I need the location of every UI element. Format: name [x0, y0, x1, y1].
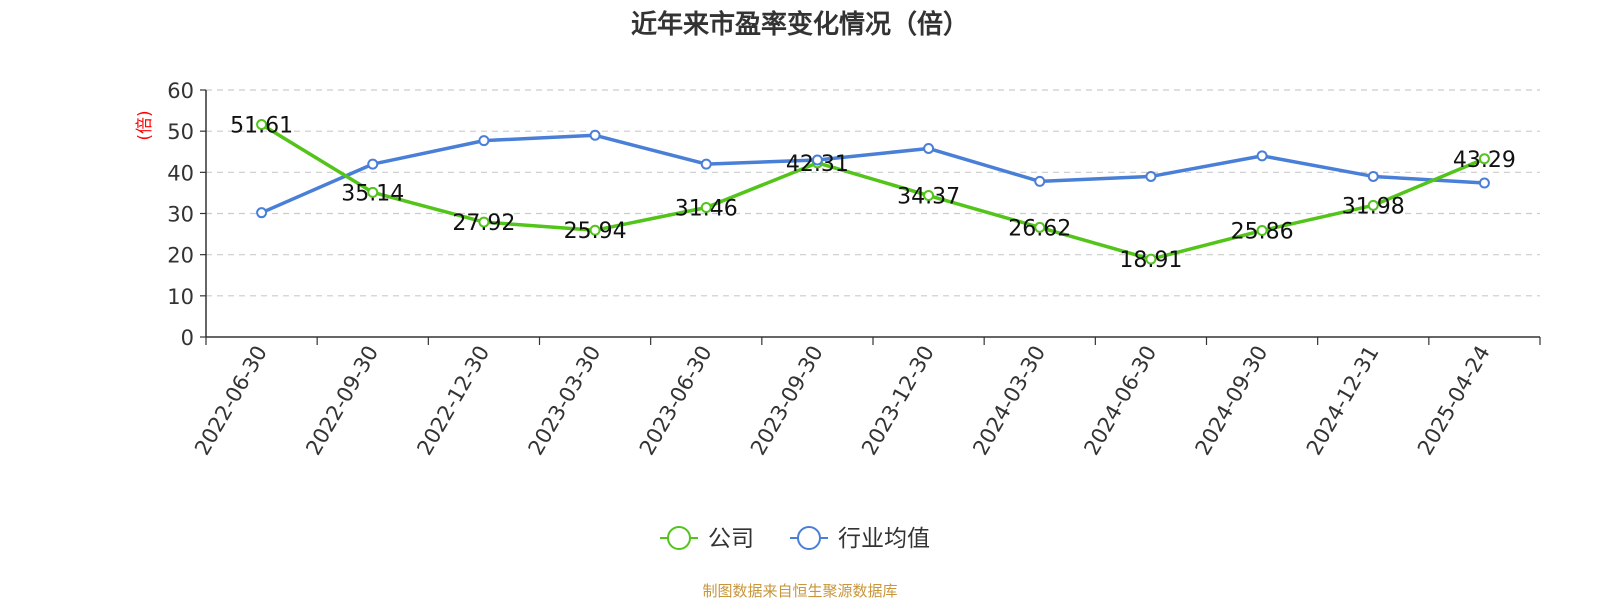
y-axis-title: (倍) — [135, 110, 155, 140]
data-point — [923, 190, 935, 202]
legend-marker — [667, 526, 691, 550]
y-tick-label: 10 — [167, 285, 194, 309]
data-label: 43.29 — [1453, 148, 1516, 173]
x-tick-label: 2024-09-30 — [1191, 342, 1273, 460]
data-label: 42.31 — [786, 152, 849, 177]
x-tick-label: 2023-12-30 — [857, 341, 939, 459]
data-point — [1145, 253, 1157, 265]
data-point — [1034, 175, 1046, 187]
data-point — [923, 142, 935, 154]
data-point — [1256, 150, 1268, 162]
data-label: 25.86 — [1231, 220, 1294, 245]
x-tick-label: 2023-03-30 — [524, 342, 606, 460]
series-lines — [256, 119, 1490, 265]
data-point — [811, 154, 823, 166]
data-label: 51.61 — [230, 114, 293, 139]
series-line — [260, 123, 1486, 261]
x-tick-label: 2022-09-30 — [301, 342, 383, 460]
data-point — [256, 119, 268, 131]
x-tick-label: 2023-09-30 — [746, 342, 828, 460]
legend-item[interactable]: 公司 — [660, 526, 754, 552]
data-point — [256, 207, 268, 219]
x-tick-label: 2024-12-31 — [1302, 342, 1384, 460]
source-note: 制图数据来自恒生聚源数据库 — [702, 582, 898, 600]
data-label: 25.94 — [564, 219, 627, 244]
data-point — [367, 158, 379, 170]
x-tick-label: 2025-04-24 — [1413, 342, 1495, 460]
y-tick-label: 0 — [181, 326, 194, 350]
y-tick-label: 20 — [167, 244, 194, 268]
data-point — [478, 135, 490, 147]
data-label: 31.46 — [675, 196, 738, 221]
data-label: 31.98 — [1342, 194, 1405, 219]
data-point — [478, 216, 490, 228]
legend-item[interactable]: 行业均值 — [790, 526, 930, 552]
data-point — [589, 129, 601, 141]
grid-lines — [206, 89, 1540, 297]
x-tick-label: 2023-06-30 — [635, 342, 717, 460]
data-point — [1367, 170, 1379, 182]
data-point — [589, 224, 601, 236]
x-tick-label: 2022-06-30 — [190, 342, 272, 460]
data-point — [1478, 153, 1490, 165]
x-tick-label: 2024-03-30 — [968, 342, 1050, 460]
data-label: 34.37 — [897, 185, 960, 210]
data-point — [1034, 221, 1046, 233]
data-labels: 51.61 35.14 27.92 25.94 31.46 42.31 34.37 26.62… — [230, 114, 1516, 274]
y-tick-label: 50 — [167, 120, 194, 144]
data-point — [700, 158, 712, 170]
data-point — [700, 201, 712, 213]
legend-label: 行业均值 — [838, 526, 930, 552]
series-line — [260, 133, 1485, 215]
axes: 0 10 20 30 40 50 60 (倍) 2022-06-30 2022-09-30 2022… — [135, 79, 1541, 460]
data-label: 18.91 — [1119, 248, 1182, 273]
data-label: 26.62 — [1008, 216, 1071, 241]
y-tick-label: 40 — [167, 161, 194, 185]
chart-title: 近年来市盈率变化情况（倍） — [630, 10, 969, 40]
x-tick-label: 2024-06-30 — [1079, 342, 1161, 460]
data-point — [1367, 199, 1379, 211]
data-point — [367, 186, 379, 198]
y-tick-label: 30 — [167, 203, 194, 227]
y-tick-label: 60 — [167, 79, 194, 103]
x-tick-label: 2022-12-30 — [412, 341, 494, 459]
data-point — [1145, 170, 1157, 182]
data-label: 35.14 — [341, 181, 404, 206]
legend-marker — [797, 526, 821, 550]
data-point — [1256, 225, 1268, 237]
data-label: 27.92 — [452, 211, 515, 236]
legend-label: 公司 — [708, 526, 754, 552]
data-point — [1478, 177, 1490, 189]
legend[interactable]: 公司 行业均值 — [660, 526, 930, 552]
